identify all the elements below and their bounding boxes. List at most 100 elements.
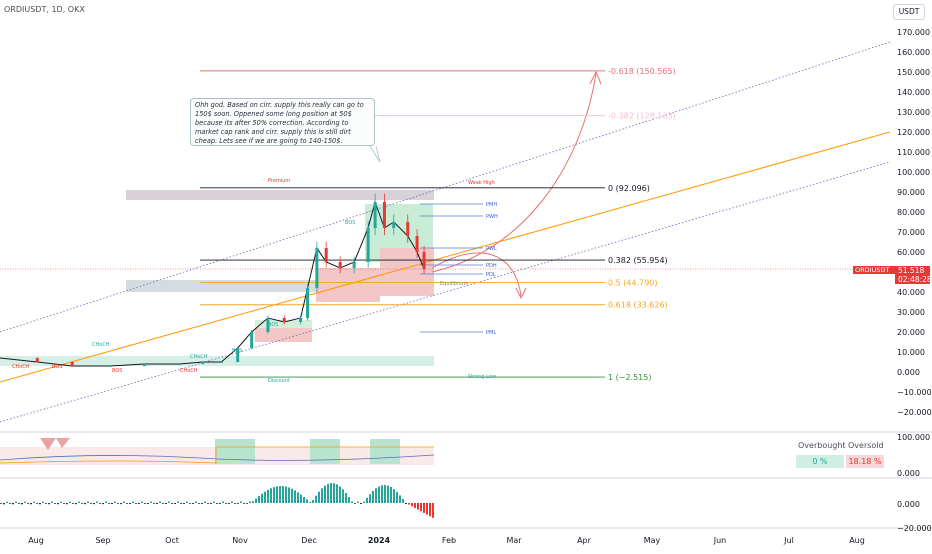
fib-label-4: 0.5 (44.790) [608, 278, 658, 287]
histogram-bar [72, 503, 74, 504]
last-price-tag: 51.518 02:48:28 [895, 266, 932, 284]
histogram-bar [27, 503, 29, 504]
price-tick-2: 150.000 [897, 68, 930, 77]
histogram-bar [48, 503, 50, 505]
osc1-bull-block-2 [370, 439, 400, 464]
histogram-bar [18, 503, 20, 504]
candle-body-4 [142, 364, 146, 366]
candle-body-1 [35, 358, 39, 362]
projection-down-arrowhead [515, 287, 527, 300]
histogram-bar [396, 491, 398, 503]
price-tick-19: −20.000 [897, 408, 932, 417]
candle-body-5 [177, 364, 181, 365]
oversold-label: Oversold [848, 441, 884, 450]
histogram-bar [117, 503, 119, 504]
histogram-bar [162, 503, 164, 504]
histogram-bar [168, 501, 170, 503]
histogram-bar [252, 501, 254, 503]
histogram-bar [282, 486, 284, 503]
histogram-bar [156, 503, 158, 505]
histogram-bar [333, 483, 335, 503]
histogram-bar [213, 501, 215, 503]
time-tick-7: Mar [506, 536, 522, 545]
price-tick-3: 140.000 [897, 88, 930, 97]
histogram-bar [144, 503, 146, 504]
histogram-bar [0, 503, 2, 504]
histogram-bar [306, 499, 308, 503]
histogram-bar [240, 501, 242, 503]
histogram-bar [222, 501, 224, 503]
overbought-label: Overbought [798, 441, 846, 450]
histogram-bar [261, 493, 263, 503]
candle-body-8 [236, 348, 240, 362]
histogram-bar [258, 496, 260, 503]
weak-high-label: Weak High [468, 180, 495, 186]
candle-body-3 [108, 366, 112, 367]
histogram-bar [354, 503, 356, 504]
candle-body-15 [324, 248, 328, 262]
structure-label-5: BOS [112, 368, 122, 374]
discount-label: Discount [268, 378, 290, 384]
histogram-bar [429, 503, 431, 517]
candle-body-17 [352, 262, 356, 268]
note-text: Ohh god. Based on cirr. supply this real… [195, 101, 364, 145]
histogram-bar [249, 501, 251, 503]
last-price-value: 51.518 [898, 266, 925, 275]
histogram-bar [60, 501, 62, 503]
osc1-bear-spike [40, 438, 70, 450]
histogram-bar [174, 503, 176, 504]
histogram-bar [180, 503, 182, 504]
histogram-bar [36, 503, 38, 504]
osc1-tick-1: 0.000 [897, 469, 920, 478]
histogram-bar [351, 501, 353, 503]
structure-label-1: CHoCH [12, 364, 30, 370]
discount-zone [0, 356, 434, 366]
histogram-bar [102, 503, 104, 505]
projection-down-arrow [431, 252, 522, 297]
price-tick-4: 130.000 [897, 108, 930, 117]
structure-label-6: BOS [232, 348, 242, 354]
candle-body-19 [373, 202, 377, 228]
overbought-value: 0 % [796, 455, 844, 468]
histogram-bar [87, 501, 89, 503]
histogram-bar [69, 501, 71, 503]
histogram-bar [408, 503, 410, 505]
overbought-oversold-panel: Overbought Oversold 0 % 18.18 % [796, 440, 885, 472]
histogram-bar [420, 503, 422, 512]
histogram-bar [141, 501, 143, 503]
histogram-bar [147, 503, 149, 505]
symbol-header: ORDIUSDT, 1D, OKX [4, 5, 85, 14]
histogram-bar [417, 503, 419, 510]
histogram-bar [228, 503, 230, 504]
osc1-tick-0: 100.000 [897, 433, 930, 442]
histogram-bar [366, 497, 368, 503]
histogram-bar [402, 499, 404, 503]
histogram-bar [312, 500, 314, 503]
fib-label-2: 0 (92.096) [608, 184, 650, 193]
osc1-line [0, 454, 435, 461]
time-tick-10: Jun [713, 536, 727, 545]
structure-label-3: CHoCH [190, 354, 208, 360]
histogram-bar [357, 501, 359, 503]
fib-label-0: -0.618 (150.565) [608, 67, 676, 76]
histogram-bar [150, 501, 152, 503]
time-tick-6: Feb [442, 536, 456, 545]
candle-body-9 [250, 332, 254, 348]
osc1-signal [0, 446, 434, 464]
bull-box-2 [255, 320, 312, 328]
level-label-0: PMH [486, 202, 497, 208]
histogram-bar [129, 503, 131, 505]
channel-upper [0, 41, 891, 333]
histogram-bar [216, 503, 218, 504]
histogram-bar [45, 503, 47, 504]
histogram-bar [405, 503, 407, 505]
histogram-bar [369, 494, 371, 503]
histogram-bar [207, 503, 209, 504]
currency-button[interactable]: USDT [893, 4, 925, 20]
histogram-bar [219, 503, 221, 504]
fib-label-1: -0.382 (128.133) [608, 112, 676, 121]
fib-label-3: 0.382 (55.954) [608, 256, 668, 265]
histogram-bar [243, 503, 245, 504]
